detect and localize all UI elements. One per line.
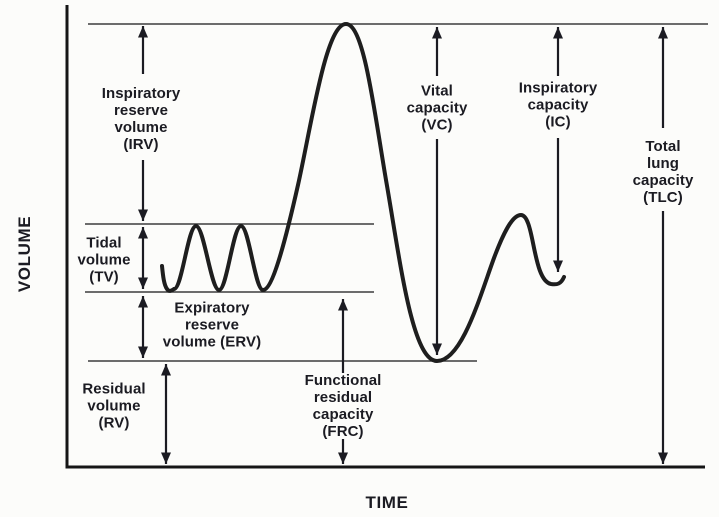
tlc-label: Total lung capacity (TLC) (632, 138, 694, 206)
vc-label: Vital capacity (VC) (406, 82, 468, 134)
x-axis-title: TIME (365, 493, 409, 512)
erv-label: Expiratory reserve volume (ERV) (162, 299, 262, 351)
rv-label: Residual volume (RV) (82, 380, 146, 432)
y-axis-title: VOLUME (15, 215, 34, 293)
irv-label: Inspiratory reserve volume (IRV) (101, 85, 181, 153)
spirogram-curve (160, 21, 566, 364)
frc-label: Functional residual capacity (FRC) (304, 372, 382, 440)
ic-label: Inspiratory capacity (IC) (518, 79, 598, 131)
tv-label: Tidal volume (TV) (77, 234, 131, 286)
